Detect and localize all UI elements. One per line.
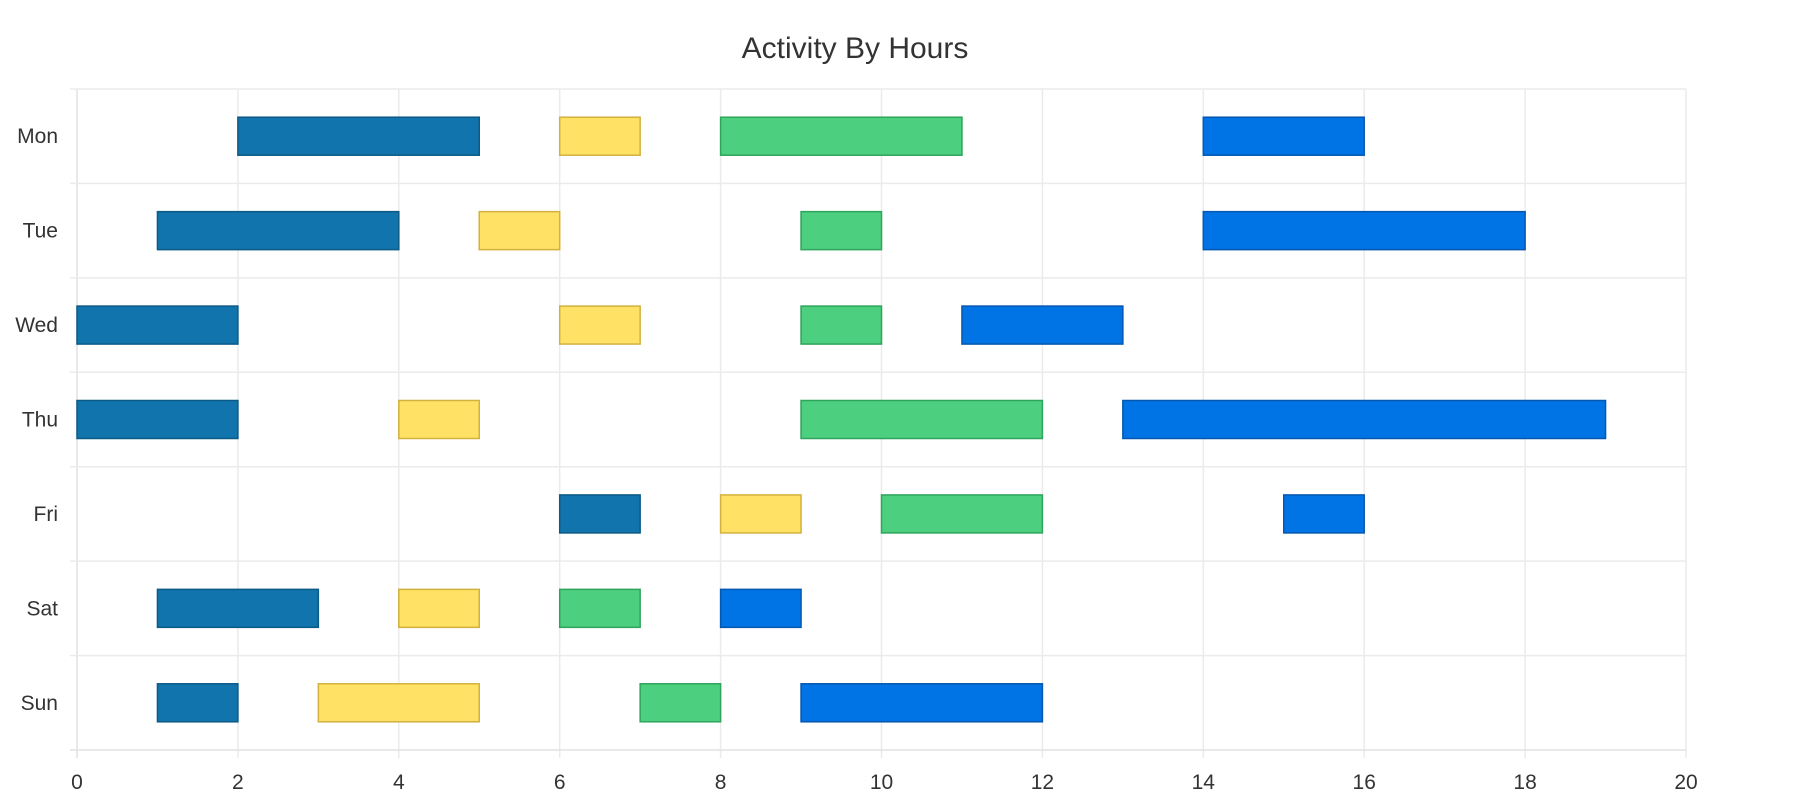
bar-fri-series-4[interactable] [1283, 494, 1365, 534]
x-tick-label: 12 [1031, 771, 1054, 794]
bar-tue-series-3[interactable] [800, 210, 883, 251]
bar-thu-series-4[interactable] [1122, 399, 1607, 440]
bar-mon-series-1[interactable] [237, 116, 480, 156]
x-axis-labels: 0 2 4 6 8 10 12 14 16 18 20 [71, 771, 1698, 794]
bar-tue-series-4[interactable] [1202, 210, 1526, 251]
y-tick-label-thu: Thu [22, 409, 58, 432]
bar-tue-series-2[interactable] [478, 210, 561, 251]
bar-thu-series-1[interactable] [76, 399, 239, 440]
bar-sun-series-2[interactable] [317, 683, 480, 723]
bar-wed-series-3[interactable] [800, 305, 883, 345]
bar-mon-series-2[interactable] [558, 116, 641, 156]
x-tick-label: 8 [715, 771, 727, 794]
bar-sat-series-3[interactable] [558, 588, 641, 629]
bar-mon-series-4[interactable] [1202, 116, 1365, 156]
bar-wed-series-2[interactable] [558, 305, 641, 345]
bar-sun-series-4[interactable] [800, 683, 1044, 723]
bar-wed-series-4[interactable] [961, 305, 1124, 345]
y-axis-labels: Mon Tue Wed Thu Fri Sat Sun [15, 125, 58, 715]
bar-fri-series-1[interactable] [558, 494, 641, 534]
x-tick-label: 18 [1513, 771, 1536, 794]
x-tick-label: 4 [393, 771, 405, 794]
bar-sat-series-2[interactable] [398, 588, 480, 629]
y-tick-label-sun: Sun [21, 692, 58, 715]
x-tick-label: 0 [71, 771, 83, 794]
bar-wed-series-1[interactable] [76, 305, 239, 345]
x-tick-label: 14 [1192, 771, 1216, 794]
y-tick-label-mon: Mon [17, 125, 58, 148]
bar-sat-series-4[interactable] [719, 588, 802, 629]
x-tick-label: 16 [1353, 771, 1376, 794]
x-tick-label: 6 [554, 771, 566, 794]
bar-fri-series-3[interactable] [880, 494, 1044, 534]
bar-sat-series-1[interactable] [156, 588, 320, 629]
y-tick-label-fri: Fri [34, 503, 59, 526]
bar-mon-series-3[interactable] [719, 116, 963, 156]
bar-sun-series-1[interactable] [156, 683, 239, 723]
y-tick-label-wed: Wed [15, 314, 58, 337]
x-tick-label: 2 [232, 771, 244, 794]
bars [76, 116, 1607, 723]
bar-thu-series-3[interactable] [800, 399, 1044, 440]
y-tick-label-sat: Sat [26, 597, 58, 620]
bar-tue-series-1[interactable] [156, 210, 400, 251]
x-tick-label: 10 [870, 771, 893, 794]
bar-fri-series-2[interactable] [719, 494, 802, 534]
bar-sun-series-3[interactable] [639, 683, 722, 723]
bar-thu-series-2[interactable] [398, 399, 480, 440]
grid [70, 88, 1687, 758]
y-tick-label-tue: Tue [23, 220, 58, 243]
x-tick-label: 20 [1674, 771, 1697, 794]
chart-title: Activity By Hours [742, 32, 969, 65]
